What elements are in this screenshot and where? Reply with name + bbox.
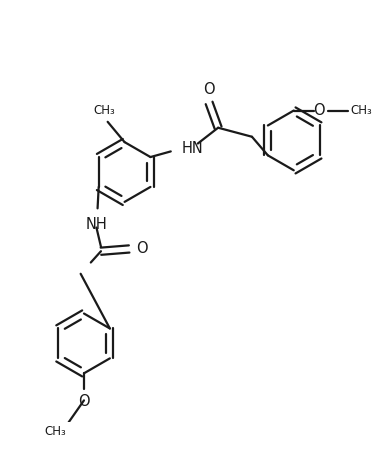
Text: CH₃: CH₃ — [93, 104, 115, 117]
Text: CH₃: CH₃ — [350, 104, 372, 117]
Text: O: O — [203, 82, 215, 97]
Text: HN: HN — [182, 140, 204, 156]
Text: O: O — [313, 103, 324, 118]
Text: NH: NH — [86, 217, 107, 232]
Text: O: O — [78, 394, 90, 409]
Text: O: O — [136, 242, 147, 256]
Text: CH₃: CH₃ — [44, 425, 66, 438]
